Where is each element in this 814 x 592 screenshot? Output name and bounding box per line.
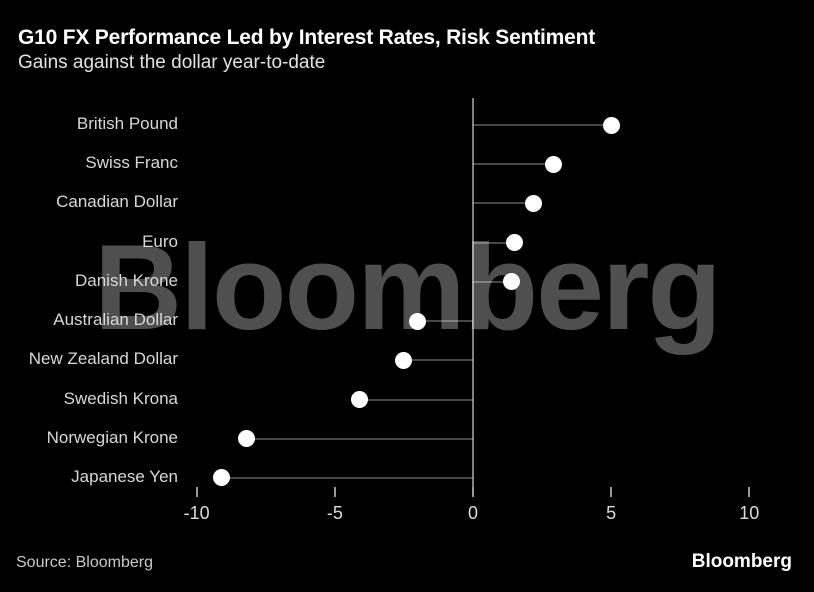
category-label: Euro: [142, 231, 178, 251]
lollipop-stem: [473, 280, 512, 283]
data-point-dot: [505, 234, 523, 252]
x-axis-tick: [333, 487, 336, 497]
data-point-dot: [525, 194, 543, 212]
category-label: British Pound: [76, 114, 178, 133]
category-label: Danish Krone: [74, 270, 178, 290]
category-label: Canadian Dollar: [56, 192, 178, 212]
lollipop-stem: [473, 241, 515, 244]
lollipop-stem: [403, 359, 473, 362]
lollipop-stem: [473, 124, 612, 126]
category-label: Japanese Yen: [71, 466, 178, 486]
category-label: Swiss Franc: [85, 153, 178, 173]
data-point-dot: [351, 391, 369, 409]
x-axis-tick: [472, 487, 474, 497]
category-label: Swedish Krona: [63, 388, 178, 408]
category-label: New Zealand Dollar: [28, 349, 178, 369]
x-axis-tick-label: -5: [326, 503, 343, 523]
data-point-dot: [409, 312, 427, 330]
x-axis-tick-label: 10: [739, 503, 760, 523]
x-axis-tick: [610, 487, 613, 497]
x-axis-tick: [195, 487, 198, 497]
category-label: Australian Dollar: [53, 310, 178, 330]
data-point-dot: [544, 155, 562, 173]
x-axis-tick-label: -10: [183, 503, 210, 523]
lollipop-stem: [246, 437, 473, 440]
lollipop-stem: [359, 398, 473, 401]
source-note: Source: Bloomberg: [16, 554, 153, 571]
bloomberg-logo: Bloomberg: [691, 551, 792, 572]
x-axis-tick: [748, 487, 751, 497]
x-axis-tick-label: 0: [467, 503, 478, 523]
lollipop-stem: [417, 320, 473, 323]
x-axis-tick-label: 5: [606, 503, 617, 523]
lollipop-stem: [473, 202, 534, 205]
data-point-dot: [503, 273, 521, 291]
data-point-dot: [602, 116, 620, 134]
lollipop-stem: [473, 163, 554, 166]
category-label: Norwegian Krone: [46, 427, 178, 447]
data-point-dot: [237, 430, 255, 448]
lollipop-stem: [221, 476, 473, 479]
data-point-dot: [213, 469, 231, 487]
chart-subtitle: Gains against the dollar year-to-date: [18, 52, 326, 73]
chart-title: G10 FX Performance Led by Interest Rates…: [18, 26, 595, 49]
data-point-dot: [395, 351, 413, 369]
zero-baseline: [472, 98, 474, 497]
